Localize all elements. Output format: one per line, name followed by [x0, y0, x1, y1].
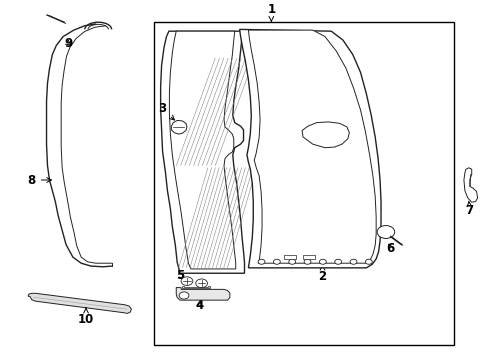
Circle shape — [334, 259, 341, 264]
Circle shape — [288, 259, 295, 264]
Circle shape — [349, 259, 356, 264]
Bar — [154, 22, 453, 345]
Circle shape — [365, 259, 371, 264]
Circle shape — [319, 259, 325, 264]
Polygon shape — [169, 31, 235, 269]
Polygon shape — [302, 122, 348, 148]
Circle shape — [304, 259, 310, 264]
Text: 6: 6 — [386, 242, 394, 255]
Polygon shape — [160, 31, 244, 273]
Polygon shape — [182, 286, 210, 288]
Text: 9: 9 — [65, 37, 73, 50]
Text: 3: 3 — [158, 103, 174, 120]
Polygon shape — [463, 168, 477, 202]
Circle shape — [195, 279, 207, 288]
Polygon shape — [239, 30, 380, 268]
Text: 5: 5 — [176, 269, 184, 282]
Text: 1: 1 — [267, 3, 275, 22]
Circle shape — [273, 259, 280, 264]
Text: 2: 2 — [318, 265, 326, 283]
Polygon shape — [28, 293, 131, 314]
Circle shape — [376, 226, 394, 238]
Text: 10: 10 — [78, 308, 94, 327]
Circle shape — [258, 259, 264, 264]
Text: 4: 4 — [195, 299, 203, 312]
Text: 7: 7 — [465, 201, 473, 217]
Polygon shape — [248, 30, 375, 263]
Text: 8: 8 — [27, 174, 51, 186]
Bar — [283, 255, 295, 259]
Circle shape — [181, 277, 192, 285]
Polygon shape — [171, 121, 186, 134]
Bar — [303, 255, 315, 259]
Circle shape — [179, 292, 188, 299]
Polygon shape — [176, 288, 229, 300]
